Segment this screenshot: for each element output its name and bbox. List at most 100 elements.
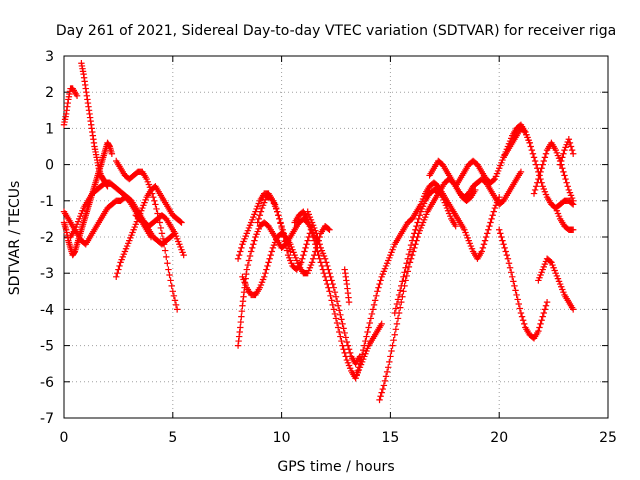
data-point [414, 219, 421, 226]
data-point [238, 244, 245, 252]
y-tick-label: -3 [40, 266, 54, 282]
data-point [327, 292, 334, 300]
data-point [116, 262, 123, 270]
data-point [399, 293, 406, 300]
data-point [340, 346, 347, 353]
data-point [532, 183, 540, 190]
data-point [276, 215, 283, 223]
data-point [482, 233, 490, 241]
data-point [561, 172, 568, 179]
series-sat-f [113, 183, 185, 281]
data-point [416, 212, 423, 219]
series-sat-q [376, 175, 479, 404]
y-tick-label: 0 [45, 158, 54, 174]
series-sat-n [304, 208, 364, 367]
data-point [518, 313, 526, 320]
data-point [265, 259, 272, 266]
data-point [535, 327, 542, 335]
data-point [336, 307, 343, 314]
data-point [401, 269, 408, 276]
series-sat-k [239, 222, 333, 299]
data-point [514, 296, 521, 303]
data-point [521, 320, 528, 328]
data-point [342, 353, 349, 360]
data-point [400, 273, 407, 281]
data-point [415, 215, 422, 223]
data-point [489, 212, 496, 219]
data-point [342, 334, 349, 341]
data-point [317, 259, 324, 266]
data-point [526, 139, 533, 147]
data-point [400, 288, 407, 295]
data-point [386, 358, 393, 366]
series-sat-t [439, 190, 503, 262]
data-point [262, 270, 269, 277]
data-point [410, 248, 417, 255]
data-point [373, 292, 380, 300]
data-point [513, 291, 520, 299]
data-point [163, 253, 170, 261]
data-point [505, 260, 513, 267]
data-point [488, 215, 495, 223]
data-point [481, 237, 489, 244]
y-axis-label: SDTVAR / TECUs [7, 181, 23, 296]
data-point [542, 150, 550, 157]
series-sat-z [552, 204, 577, 233]
y-tick-label: 3 [45, 49, 54, 65]
data-point [363, 333, 370, 340]
data-point [412, 241, 419, 248]
data-point [147, 186, 155, 194]
series-sat-m [291, 208, 385, 382]
data-point [403, 272, 410, 280]
data-point [328, 277, 335, 284]
data-point [323, 277, 330, 284]
data-point [315, 237, 322, 244]
data-point [404, 255, 412, 262]
data-point [506, 264, 514, 271]
y-tick-label: -1 [40, 194, 54, 210]
data-point [256, 212, 264, 219]
data-point [413, 222, 420, 230]
x-axis-label: GPS time / hours [277, 459, 394, 475]
grid [64, 56, 608, 418]
data-point [277, 220, 284, 227]
data-point [402, 264, 409, 271]
data-point [249, 244, 256, 252]
data-point [308, 259, 316, 266]
data-point [257, 208, 265, 215]
data-point [157, 224, 165, 232]
data-point [314, 233, 321, 241]
series-sat-a [60, 85, 81, 128]
data-point [316, 255, 323, 262]
data-point [150, 193, 157, 201]
data-point [558, 157, 565, 165]
data-point [530, 154, 538, 161]
data-point [156, 219, 163, 226]
data-point [326, 288, 333, 295]
data-point [333, 298, 341, 305]
y-tick-label: -5 [40, 339, 54, 355]
data-point [512, 287, 519, 294]
data-point [325, 284, 332, 291]
data-point [406, 259, 414, 266]
data-point [177, 218, 184, 225]
data-point [302, 244, 309, 252]
data-point [243, 266, 250, 273]
data-point [114, 270, 121, 277]
data-point [560, 168, 567, 176]
data-point [510, 278, 517, 285]
data-point [559, 154, 566, 161]
data-point [153, 205, 160, 213]
data-point [326, 270, 333, 277]
data-point [301, 248, 308, 255]
data-point [161, 247, 169, 254]
data-point [562, 175, 569, 183]
data-point [171, 230, 179, 237]
data-point [235, 251, 243, 259]
data-point [167, 277, 174, 284]
data-point [330, 284, 338, 291]
data-point [341, 349, 348, 357]
data-point [357, 355, 365, 363]
data-point [502, 248, 509, 255]
data-point [364, 328, 371, 336]
